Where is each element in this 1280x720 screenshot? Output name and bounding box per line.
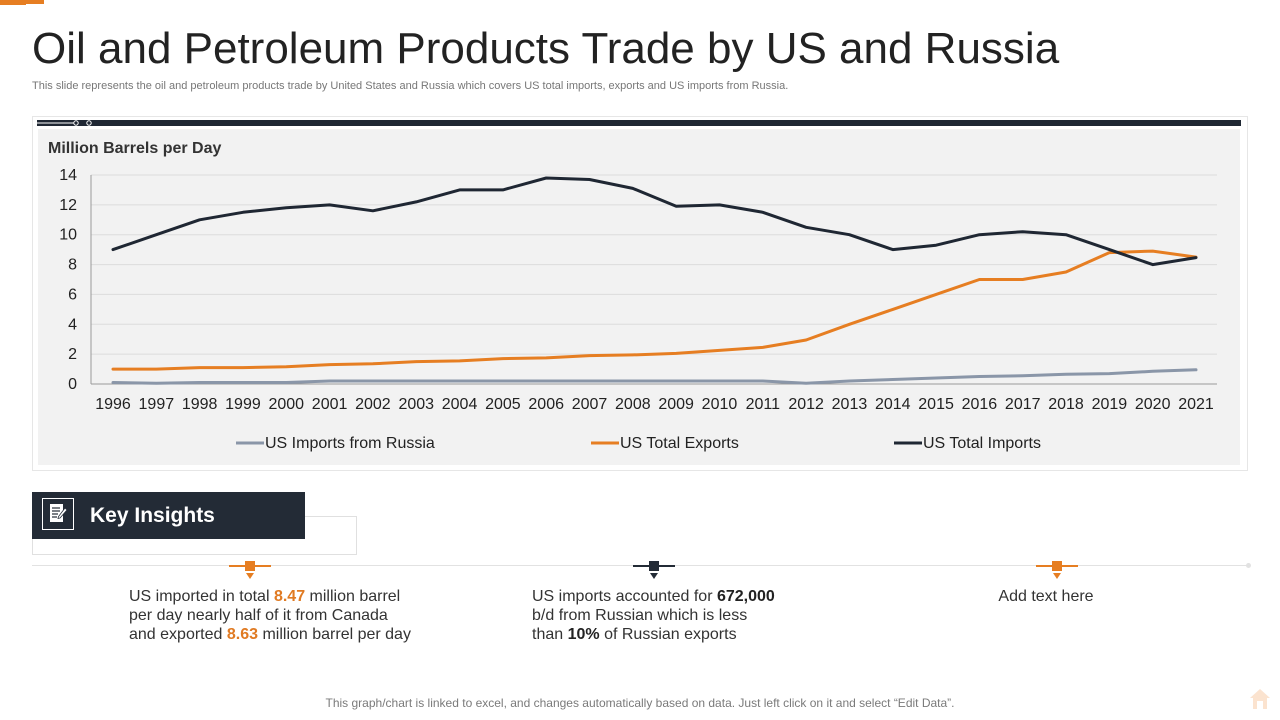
corner-accent-line: [0, 4, 26, 5]
chart-header-dot: [73, 120, 79, 126]
x-tick-label: 2002: [355, 396, 391, 413]
legend-label: US Imports from Russia: [265, 435, 435, 452]
key-insights-title: Key Insights: [90, 504, 215, 527]
insight-text-3[interactable]: Add text here: [998, 588, 1094, 605]
timeline-marker-3: [1036, 560, 1078, 582]
notepad-pencil-icon: [42, 498, 74, 530]
x-tick-label: 2014: [875, 396, 911, 413]
x-tick-label: 2020: [1135, 396, 1171, 413]
corner-accent: [0, 0, 44, 4]
x-tick-label: 2000: [268, 396, 304, 413]
x-tick-label: 2009: [658, 396, 694, 413]
x-tick-label: 2011: [746, 396, 781, 413]
x-tick-label: 2013: [832, 396, 868, 413]
x-tick-label: 2003: [398, 396, 434, 413]
series-line: [111, 249, 1198, 371]
x-tick-label: 2005: [485, 396, 521, 413]
x-tick-label: 1999: [225, 396, 261, 413]
legend-label: US Total Exports: [620, 435, 739, 452]
x-tick-label: 2008: [615, 396, 651, 413]
y-tick-label: 12: [59, 197, 77, 214]
x-tick-label: 2016: [962, 396, 998, 413]
x-tick-label: 2018: [1048, 396, 1084, 413]
footer-note: This graph/chart is linked to excel, and…: [325, 696, 955, 710]
y-tick-label: 10: [59, 227, 77, 244]
key-insights-header: Key Insights: [32, 492, 305, 539]
y-tick-label: 8: [68, 257, 77, 274]
x-tick-label: 2007: [572, 396, 608, 413]
timeline-marker-1: [229, 560, 271, 582]
y-axis-title: Million Barrels per Day: [48, 140, 221, 157]
x-tick-label: 2004: [442, 396, 478, 413]
insight-text-1: US imported in total 8.47 million barrel…: [129, 588, 411, 643]
x-tick-label: 2019: [1092, 396, 1128, 413]
x-tick-label: 2017: [1005, 396, 1041, 413]
chart-header-dot: [86, 120, 92, 126]
legend-label: US Total Imports: [923, 435, 1041, 452]
series-line: [111, 368, 1198, 385]
x-tick-label: 2021: [1178, 396, 1214, 413]
y-tick-label: 6: [68, 286, 77, 303]
home-icon: [1247, 686, 1273, 712]
timeline-marker-2: [633, 560, 675, 582]
series-line: [111, 176, 1198, 267]
x-tick-label: 1996: [95, 396, 131, 413]
x-tick-label: 1997: [139, 396, 175, 413]
x-tick-label: 2015: [918, 396, 954, 413]
line-chart[interactable]: 0 2 4 6 8 10 12 14 1996 1997 1998 1999 2000 2001 2002 2…: [33, 117, 1247, 470]
timeline-end-dot: [1246, 563, 1251, 568]
y-tick-label: 2: [68, 346, 77, 363]
x-tick-label: 2012: [788, 396, 824, 413]
chart-header-bar: [37, 120, 1241, 126]
chart-plot-background: [38, 129, 1240, 465]
y-tick-label: 4: [68, 316, 77, 333]
slide-title: Oil and Petroleum Products Trade by US a…: [32, 24, 1060, 73]
x-tick-label: 2001: [312, 396, 348, 413]
x-tick-label: 2006: [528, 396, 564, 413]
chart-container[interactable]: 0 2 4 6 8 10 12 14 1996 1997 1998 1999 2000 2001 2002 2…: [32, 116, 1248, 471]
y-tick-label: 14: [59, 167, 77, 184]
x-tick-label: 2010: [702, 396, 738, 413]
y-tick-label: 0: [68, 376, 77, 393]
slide-subtitle: This slide represents the oil and petrol…: [32, 80, 789, 92]
insight-text-2: US imports accounted for 672,000 b/d fro…: [532, 588, 775, 643]
x-tick-label: 1998: [182, 396, 218, 413]
